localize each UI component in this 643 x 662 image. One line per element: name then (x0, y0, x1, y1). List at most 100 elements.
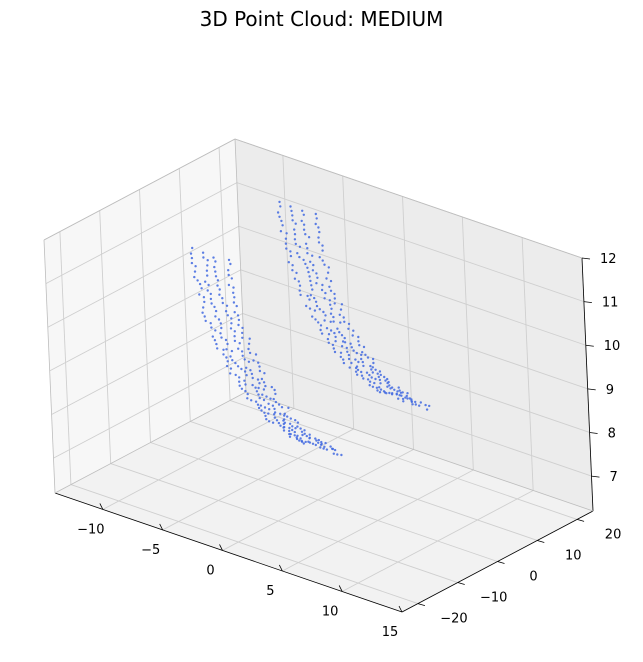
data-point (317, 236, 320, 239)
data-point (317, 441, 320, 444)
data-point (320, 288, 324, 292)
data-point (209, 297, 213, 301)
data-point (371, 366, 374, 369)
data-point (233, 330, 236, 333)
data-point (378, 391, 382, 394)
data-point (379, 382, 382, 385)
data-point (243, 379, 246, 382)
data-point (338, 313, 341, 316)
gridline-y-floor (70, 484, 419, 605)
data-point (225, 304, 229, 307)
pane-edge (234, 138, 247, 393)
data-point (318, 230, 321, 234)
data-point (300, 219, 303, 223)
data-point (374, 377, 377, 381)
data-point (298, 289, 301, 292)
data-point (361, 360, 364, 364)
data-point (379, 373, 382, 377)
data-point (311, 315, 314, 318)
y-tick (576, 519, 585, 522)
data-point (342, 361, 346, 365)
data-point (193, 275, 196, 279)
data-point (349, 342, 352, 345)
data-point (325, 448, 329, 451)
data-point (306, 247, 309, 250)
data-point (264, 384, 267, 388)
data-point (291, 425, 294, 428)
data-point (330, 447, 334, 450)
data-point (214, 329, 217, 332)
gridline-z-left (53, 356, 245, 459)
pane-edge (43, 239, 56, 494)
data-point (297, 280, 300, 283)
data-point (302, 258, 305, 262)
gridline-z-back (236, 182, 585, 303)
data-point (339, 321, 342, 324)
data-point (332, 347, 335, 350)
data-point (302, 223, 306, 226)
data-point (215, 342, 218, 346)
data-point (240, 387, 244, 390)
data-point (203, 315, 206, 318)
data-point (237, 323, 240, 327)
data-point (304, 233, 307, 236)
data-point (315, 272, 318, 275)
data-point (329, 279, 333, 283)
data-point (230, 317, 233, 320)
data-point (336, 453, 339, 456)
data-point (262, 388, 266, 391)
y-tick-label: 10 (565, 548, 582, 563)
data-point (282, 426, 285, 429)
data-point (263, 372, 266, 375)
data-point (308, 298, 311, 301)
data-point (300, 430, 304, 433)
data-point (267, 412, 270, 415)
data-point (229, 262, 232, 266)
x-tick-label: 10 (322, 604, 339, 619)
data-point (255, 390, 259, 393)
data-point (203, 300, 206, 304)
data-point (280, 406, 284, 409)
z-tick-label: 11 (602, 296, 619, 311)
data-point (321, 249, 324, 252)
data-point (323, 319, 326, 322)
pane-edge (43, 138, 236, 241)
data-point (190, 256, 194, 260)
z-tick (591, 475, 600, 478)
z-tick-label: 8 (608, 426, 616, 441)
data-point (318, 308, 321, 311)
data-point (249, 369, 252, 372)
data-point (414, 400, 417, 404)
data-point (317, 321, 320, 324)
data-point (240, 367, 243, 371)
x-tick-label: 5 (266, 584, 274, 599)
x-tick-label: 0 (206, 563, 214, 578)
data-point (404, 396, 407, 399)
data-point (211, 335, 214, 338)
data-point (254, 386, 257, 389)
data-point (320, 440, 323, 444)
x-tick (398, 605, 403, 613)
data-point (289, 432, 292, 436)
data-point (273, 416, 277, 419)
data-point (273, 411, 277, 414)
data-point (411, 403, 414, 406)
gridline-y-left (178, 168, 191, 422)
data-point (231, 359, 234, 362)
data-point (271, 404, 275, 407)
data-point (331, 343, 335, 347)
data-point (326, 271, 330, 274)
data-point (321, 259, 324, 262)
y-tick (497, 561, 505, 564)
data-point (424, 403, 427, 407)
data-point (258, 369, 262, 373)
data-point (317, 226, 320, 229)
data-point (319, 328, 322, 332)
data-point (224, 310, 228, 313)
data-point (289, 254, 293, 258)
data-point (287, 261, 290, 264)
data-point (288, 429, 291, 433)
x-tick-label: −5 (141, 543, 160, 558)
data-point (258, 365, 261, 368)
